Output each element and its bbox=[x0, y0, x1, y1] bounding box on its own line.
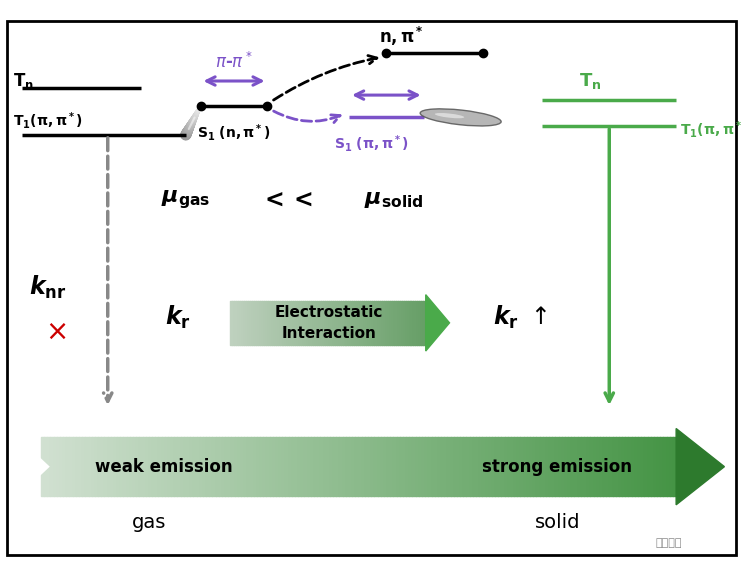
Polygon shape bbox=[676, 429, 724, 505]
Text: $\boldsymbol{\mu}_{\mathbf{gas}}$: $\boldsymbol{\mu}_{\mathbf{gas}}$ bbox=[161, 188, 210, 211]
Text: Interaction: Interaction bbox=[282, 326, 376, 341]
Text: $\mathbf{T_n}$: $\mathbf{T_n}$ bbox=[13, 71, 34, 91]
Text: $\boldsymbol{k}_{\mathbf{nr}}$: $\boldsymbol{k}_{\mathbf{nr}}$ bbox=[30, 274, 67, 301]
Text: $\times$: $\times$ bbox=[45, 318, 66, 346]
Text: $\mathbf{S_1\ (\pi,\pi^*)}$: $\mathbf{S_1\ (\pi,\pi^*)}$ bbox=[334, 133, 409, 154]
Text: gas: gas bbox=[132, 513, 166, 532]
Text: $\boldsymbol{k}_{\mathbf{r}}$: $\boldsymbol{k}_{\mathbf{r}}$ bbox=[165, 303, 192, 330]
Ellipse shape bbox=[421, 109, 501, 126]
Text: $\mathbf{<<}$: $\mathbf{<<}$ bbox=[259, 188, 313, 211]
Text: $\mathbf{T_1(\pi,\pi^*)}$: $\mathbf{T_1(\pi,\pi^*)}$ bbox=[13, 110, 83, 131]
Text: 泰科科技: 泰科科技 bbox=[655, 538, 682, 548]
Text: $\boldsymbol{k}_{\mathbf{r}}\ \uparrow$: $\boldsymbol{k}_{\mathbf{r}}\ \uparrow$ bbox=[493, 303, 547, 330]
Text: weak emission: weak emission bbox=[94, 458, 233, 475]
Text: Electrostatic: Electrostatic bbox=[275, 305, 383, 320]
Text: strong emission: strong emission bbox=[482, 458, 632, 475]
Text: $\mathbf{T_n}$: $\mathbf{T_n}$ bbox=[580, 71, 602, 91]
Polygon shape bbox=[426, 295, 450, 351]
Polygon shape bbox=[19, 437, 50, 496]
Text: $\mathbf{S_1\ (n,\pi^*)}$: $\mathbf{S_1\ (n,\pi^*)}$ bbox=[197, 122, 270, 143]
Text: solid: solid bbox=[534, 513, 580, 532]
Text: $\pi$-$\pi^*$: $\pi$-$\pi^*$ bbox=[215, 52, 253, 72]
Text: $\mathbf{T_1(\pi,\pi^*)}$: $\mathbf{T_1(\pi,\pi^*)}$ bbox=[680, 119, 743, 140]
Ellipse shape bbox=[435, 113, 464, 118]
Text: $\mathbf{n,\pi^*}$: $\mathbf{n,\pi^*}$ bbox=[379, 25, 424, 48]
Text: $\boldsymbol{\mu}_{\mathbf{solid}}$: $\boldsymbol{\mu}_{\mathbf{solid}}$ bbox=[364, 190, 424, 210]
